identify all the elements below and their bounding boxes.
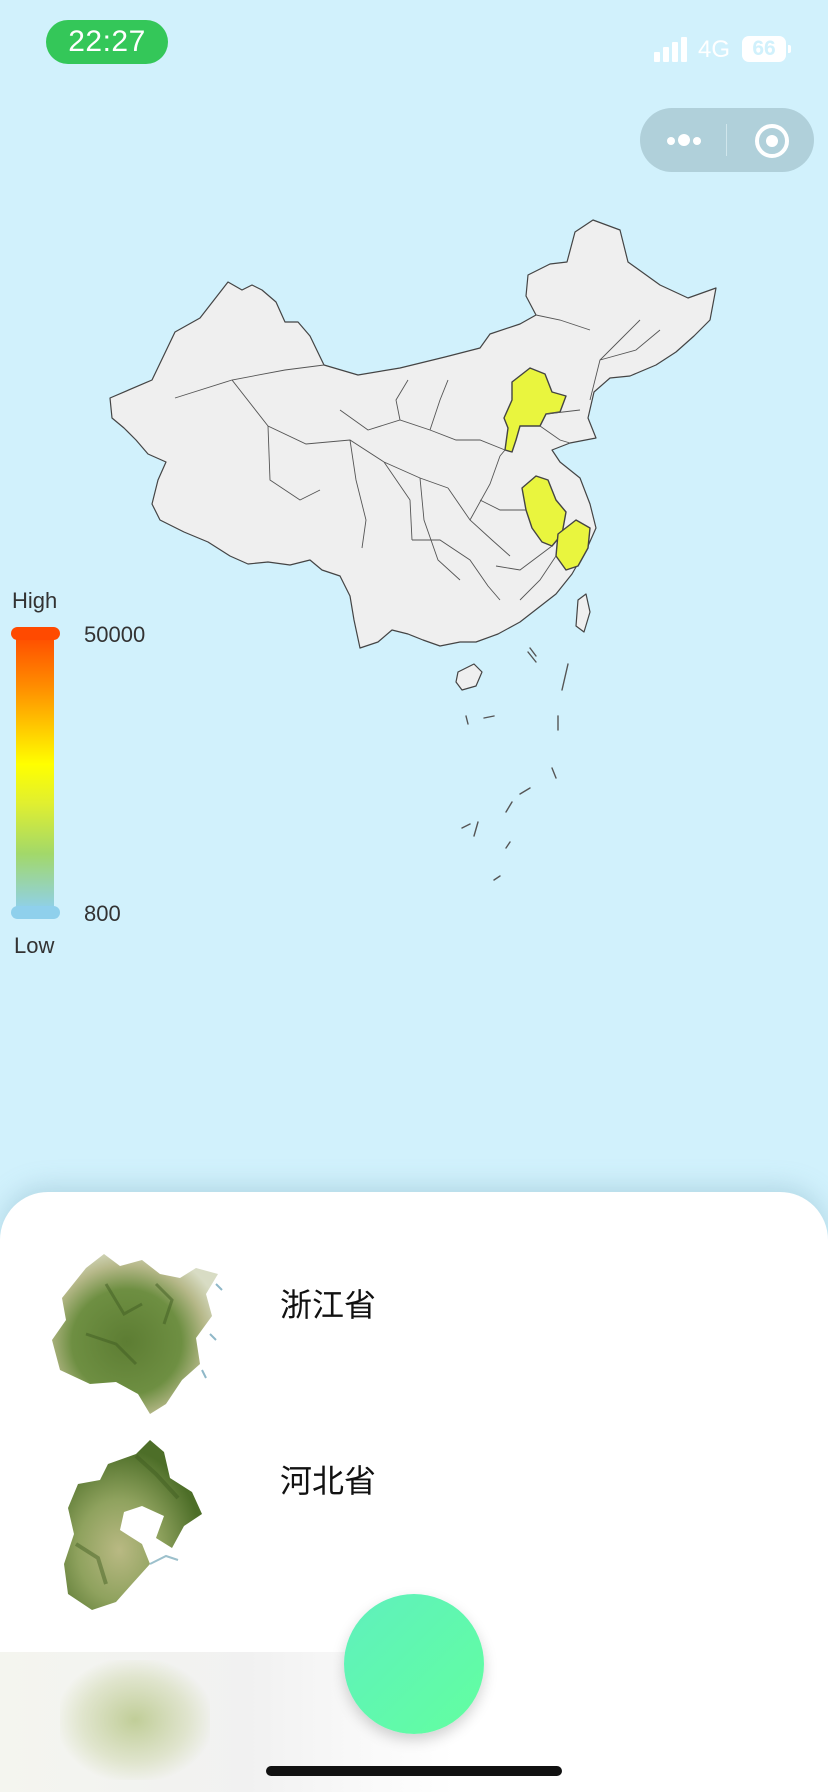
battery-icon: 66 xyxy=(742,36,791,62)
menu-capsule xyxy=(640,108,814,172)
zhejiang-terrain-thumbnail xyxy=(52,1254,223,1414)
status-time: 22:27 xyxy=(46,20,168,64)
list-item-zhejiang[interactable]: 浙江省 xyxy=(0,1244,828,1434)
hebei-terrain-thumbnail xyxy=(64,1440,202,1610)
legend-high-handle[interactable] xyxy=(11,627,60,640)
more-button[interactable] xyxy=(640,108,726,172)
map-taiwan xyxy=(575,593,591,633)
map-internal-borders xyxy=(174,314,661,601)
network-type: 4G xyxy=(698,36,731,63)
legend-low-label: Low xyxy=(14,933,55,958)
legend-min-value: 800 xyxy=(84,901,121,926)
signal-bars-icon xyxy=(654,36,688,62)
map-south-china-sea-islands xyxy=(461,647,569,881)
legend-low-handle[interactable] xyxy=(11,906,60,919)
map-mainland-outline xyxy=(109,219,717,649)
list-item-label: 河北省 xyxy=(280,1463,377,1499)
map-province-zhejiang[interactable] xyxy=(555,519,591,571)
home-indicator[interactable] xyxy=(266,1766,562,1776)
legend-gradient-bar[interactable] xyxy=(16,630,54,910)
capsule-divider xyxy=(726,124,727,156)
floating-action-button[interactable] xyxy=(344,1594,484,1734)
status-bar: 22:27 4G 66 xyxy=(0,0,828,90)
map-province-hebei[interactable] xyxy=(503,367,567,453)
target-close-icon xyxy=(755,124,789,158)
list-item-label: 浙江省 xyxy=(280,1287,377,1323)
map-hainan xyxy=(455,663,483,691)
close-button[interactable] xyxy=(727,108,814,172)
bottom-bar-thumbnail-blur xyxy=(60,1660,210,1780)
legend-max-value: 50000 xyxy=(84,622,146,647)
list-item-hebei[interactable]: 河北省 xyxy=(0,1434,828,1624)
china-map[interactable] xyxy=(0,200,828,900)
legend-high-label: High xyxy=(12,588,58,613)
